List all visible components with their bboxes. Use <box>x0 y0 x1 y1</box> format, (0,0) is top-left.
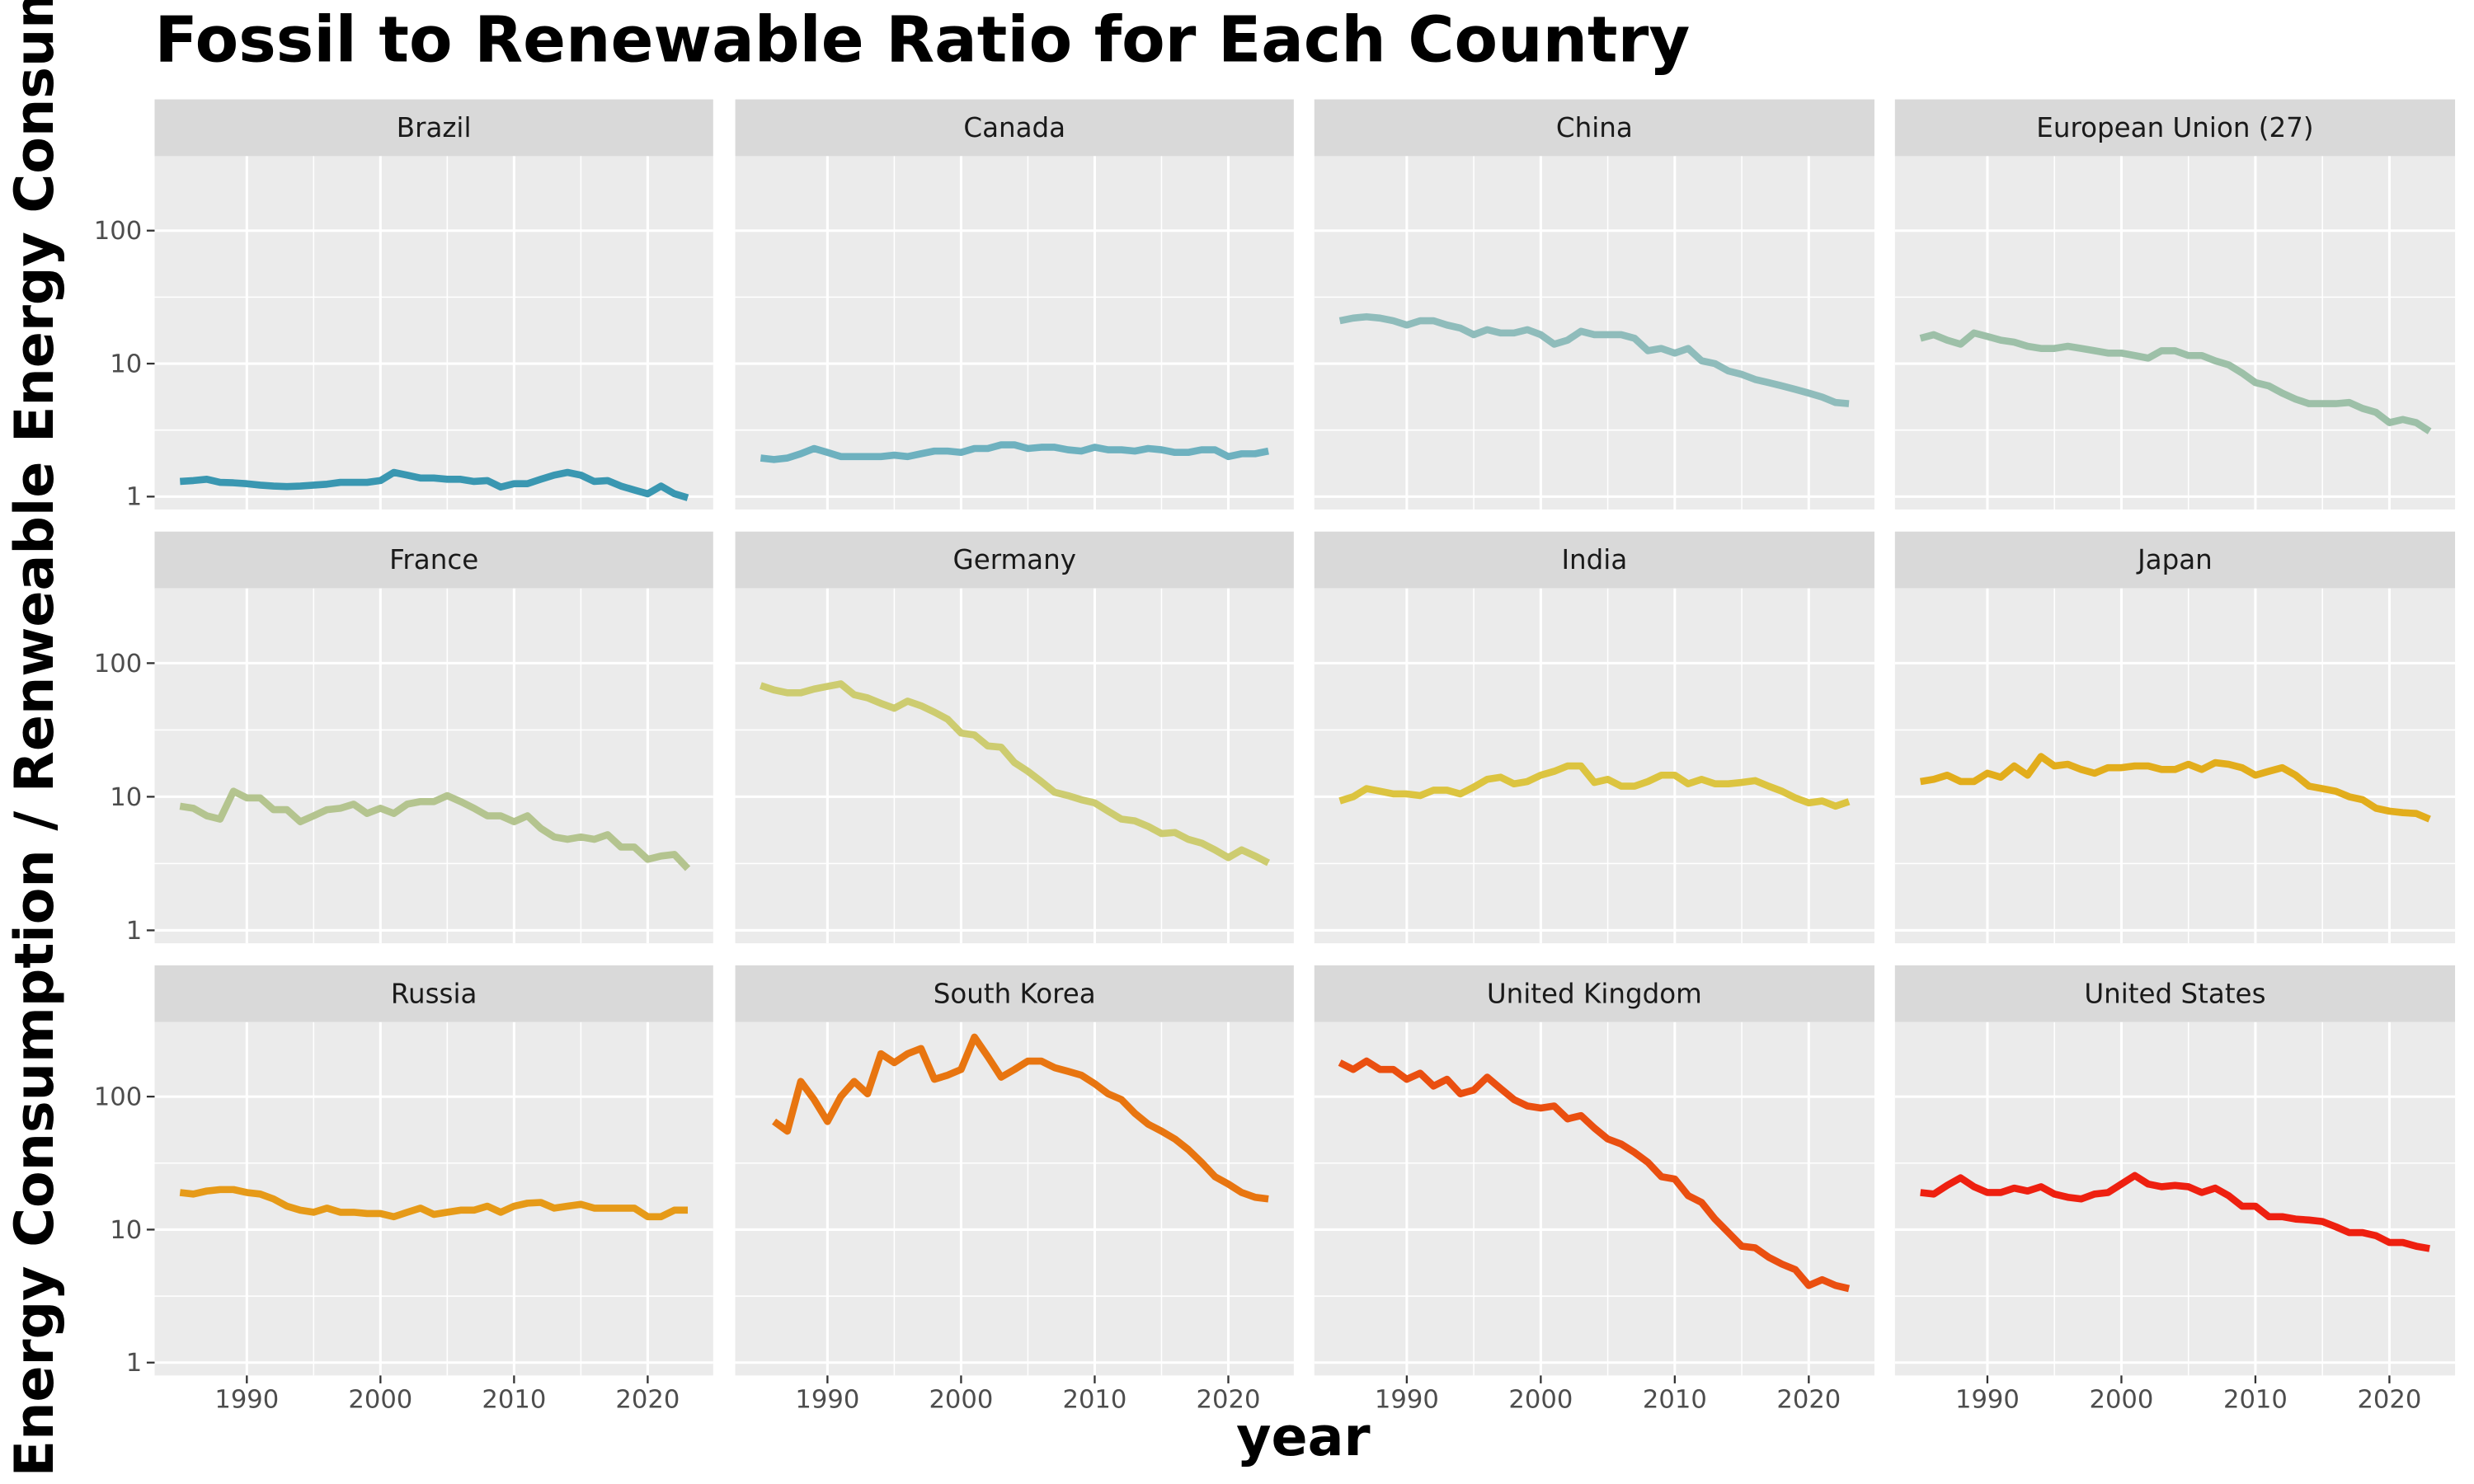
strip-label: France <box>389 544 478 575</box>
y-tick-label: 10 <box>110 783 142 812</box>
panel-background <box>1314 588 1874 944</box>
x-tick-label: 2000 <box>1508 1385 1573 1414</box>
strip-label: European Union (27) <box>2036 112 2313 143</box>
facet-panel: United States 1990 2000 2010 2020 <box>1894 965 2456 1414</box>
strip-background <box>1894 531 2456 589</box>
strip-background <box>1894 965 2456 1022</box>
y-tick-label: 100 <box>94 1083 142 1112</box>
facet-panel: Canada <box>735 99 1294 510</box>
facet-panel: European Union (27) <box>1894 99 2456 510</box>
strip-label: South Korea <box>934 978 1096 1009</box>
x-tick-label: 2010 <box>482 1385 546 1414</box>
data-line <box>772 1033 1269 1203</box>
panel-background <box>1894 1021 2456 1376</box>
strip-background <box>735 99 1294 157</box>
strip-label: Germany <box>953 544 1076 575</box>
panel-background <box>154 1021 713 1376</box>
strip-background <box>154 99 713 157</box>
strip-label: Japan <box>2136 544 2213 575</box>
strip-background <box>1314 531 1874 589</box>
x-tick-label: 1990 <box>214 1385 279 1414</box>
facet-panel: Brazil 1 10 100 <box>94 99 713 512</box>
x-tick-label: 2000 <box>2089 1385 2153 1414</box>
y-tick-label: 1 <box>126 1349 142 1378</box>
strip-background <box>1314 965 1874 1022</box>
x-tick-label: 2010 <box>1062 1385 1126 1414</box>
y-tick-label: 100 <box>94 650 142 679</box>
data-line <box>179 1186 689 1221</box>
data-line <box>180 468 689 501</box>
y-tick-label: 100 <box>94 217 142 246</box>
x-tick-label: 2000 <box>929 1385 993 1414</box>
x-tick-label: 2000 <box>348 1385 412 1414</box>
strip-background <box>735 965 1294 1022</box>
facet-panel: Russia 1 10 100 1990 2000 2010 2020 <box>94 965 713 1414</box>
x-tick-label: 1990 <box>1955 1385 2020 1414</box>
x-tick-label: 2010 <box>2223 1385 2288 1414</box>
x-tick-label: 2010 <box>1643 1385 1707 1414</box>
strip-background <box>735 531 1294 589</box>
strip-label: United States <box>2084 978 2265 1009</box>
data-line <box>1920 1172 2430 1252</box>
facet-panel: South Korea 1990 2000 2010 2020 <box>735 965 1294 1414</box>
panel-background <box>735 156 1294 510</box>
strip-background <box>1894 99 2456 157</box>
x-tick-label: 2020 <box>2357 1385 2421 1414</box>
strip-label: Russia <box>391 978 477 1009</box>
y-tick-label: 10 <box>110 1216 142 1245</box>
strip-label: Canada <box>963 112 1065 143</box>
data-line <box>1338 762 1851 810</box>
strip-background <box>154 531 713 589</box>
data-line <box>1920 753 2431 823</box>
x-tick-label: 1990 <box>1375 1385 1439 1414</box>
x-tick-label: 2020 <box>615 1385 680 1414</box>
data-line <box>1338 1057 1851 1293</box>
facet-panel: United Kingdom 1990 2000 2010 2020 <box>1314 965 1874 1414</box>
data-line <box>760 441 1269 463</box>
panel-background <box>154 588 713 944</box>
data-line <box>179 787 691 871</box>
data-line <box>1338 312 1850 407</box>
y-axis-title: Fossil Energy Consumption / Renweable En… <box>4 0 66 1484</box>
y-tick-label: 1 <box>126 483 142 512</box>
x-tick-label: 2020 <box>1776 1385 1841 1414</box>
facet-panel: China <box>1314 99 1874 510</box>
x-axis-title: year <box>1236 1407 1371 1468</box>
strip-label: India <box>1561 544 1627 575</box>
facet-panel: Germany <box>735 531 1294 944</box>
facet-panel: France 1 10 100 <box>94 531 713 946</box>
y-tick-label: 10 <box>110 350 142 378</box>
panel-background <box>735 1021 1294 1376</box>
x-tick-label: 2020 <box>1197 1385 1261 1414</box>
chart-title: Fossil to Renewable Ratio for Each Count… <box>154 4 1690 77</box>
panel-background <box>154 156 713 510</box>
strip-background <box>1314 99 1874 157</box>
strip-label: China <box>1556 112 1633 143</box>
facet-panel: Japan <box>1894 531 2456 944</box>
data-line <box>1919 329 2432 434</box>
strip-label: Brazil <box>397 112 472 143</box>
y-tick-label: 1 <box>126 917 142 946</box>
strip-label: United Kingdom <box>1487 978 1702 1009</box>
strip-background <box>154 965 713 1022</box>
data-line <box>760 680 1271 866</box>
facet-panel: India <box>1314 531 1874 944</box>
x-tick-label: 1990 <box>795 1385 859 1414</box>
